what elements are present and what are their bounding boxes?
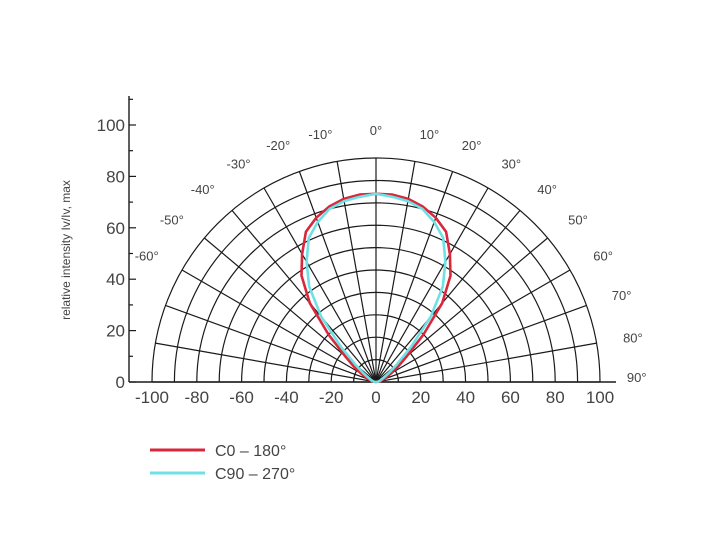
grid-spoke--40 xyxy=(231,210,377,383)
legend-label-c90: C90 – 270° xyxy=(215,466,295,483)
grid-spoke-40 xyxy=(375,210,521,383)
y-tick-label: 80 xyxy=(106,167,125,186)
x-tick-label: -100 xyxy=(135,388,169,407)
legend: C0 – 180° C90 – 270° xyxy=(150,443,295,483)
grid-spoke--30 xyxy=(263,187,377,383)
y-tick-label: 20 xyxy=(106,322,125,341)
y-axis-ticks: 0 20 40 60 80 100 xyxy=(97,116,125,392)
y-tick-label: 0 xyxy=(116,373,125,392)
grid-spoke-20 xyxy=(375,171,454,383)
grid-spoke-70 xyxy=(375,304,587,383)
grid-spoke--20 xyxy=(298,171,377,383)
angle-label: 30° xyxy=(501,157,521,172)
intensity-curves xyxy=(300,192,452,384)
y-tick-label: 60 xyxy=(106,219,125,238)
x-tick-label: -60 xyxy=(229,388,254,407)
angle-label: -60° xyxy=(135,249,159,264)
grid-spoke--60 xyxy=(181,269,377,383)
angle-label: 90° xyxy=(627,370,647,385)
grid-spoke-60 xyxy=(375,269,571,383)
angle-label: 80° xyxy=(623,330,643,345)
angle-label: 10° xyxy=(420,127,440,142)
x-axis-ticks: -100 -80 -60 -40 -20 0 20 40 60 80 100 xyxy=(135,388,614,407)
y-tick-label: 40 xyxy=(106,270,125,289)
angle-label: 20° xyxy=(462,138,482,153)
grid-spoke-80 xyxy=(375,342,597,383)
x-tick-label: 40 xyxy=(456,388,475,407)
angle-labels: -60° -50° -40° -30° -20° -10° 0° 10° 20° 30° 40° 50… xyxy=(135,123,647,385)
angle-label: -50° xyxy=(160,213,184,228)
series-curve-1 xyxy=(305,192,447,384)
x-tick-label: -20 xyxy=(319,388,344,407)
angle-label: -20° xyxy=(266,138,290,153)
polar-grid xyxy=(151,157,601,383)
grid-spoke-30 xyxy=(375,187,489,383)
x-tick-label: 100 xyxy=(586,388,614,407)
legend-label-c0: C0 – 180° xyxy=(215,443,286,460)
x-tick-label: 80 xyxy=(546,388,565,407)
angle-label: 0° xyxy=(370,123,382,138)
angle-label: 60° xyxy=(593,249,613,264)
x-tick-label: 0 xyxy=(371,388,380,407)
x-tick-label: -40 xyxy=(274,388,299,407)
angle-label: 70° xyxy=(612,288,632,303)
angle-label: 40° xyxy=(537,182,557,197)
angle-label: -30° xyxy=(227,157,251,172)
angle-label: 50° xyxy=(568,213,588,228)
angle-label: -40° xyxy=(191,182,215,197)
angle-label: -10° xyxy=(308,127,332,142)
x-tick-label: 20 xyxy=(411,388,430,407)
grid-spoke--80 xyxy=(155,342,377,383)
x-tick-label: 60 xyxy=(501,388,520,407)
y-tick-label: 100 xyxy=(97,116,125,135)
y-axis-label: relative intensity Iv/Iv, max xyxy=(59,180,73,320)
x-tick-label: -80 xyxy=(185,388,210,407)
grid-spoke--70 xyxy=(165,304,377,383)
